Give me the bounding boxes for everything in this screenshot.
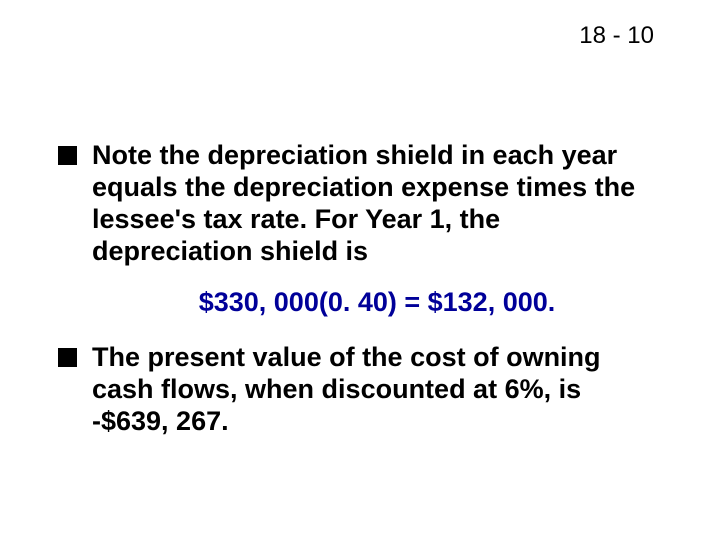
square-bullet-icon — [58, 348, 77, 367]
bullet-value: -$639, 267 — [92, 406, 221, 436]
square-bullet-icon — [58, 146, 77, 165]
bullet-item: The present value of the cost of owning … — [58, 342, 662, 438]
page-number: 18 - 10 — [579, 22, 654, 50]
equation-line: $330, 000(0. 40) = $132, 000. — [58, 287, 662, 318]
bullet-text-after: . — [221, 406, 229, 436]
slide-content: Note the depreciation shield in each yea… — [58, 140, 662, 456]
slide: 18 - 10 Note the depreciation shield in … — [0, 0, 720, 540]
bullet-item: Note the depreciation shield in each yea… — [58, 140, 662, 267]
bullet-text-before: The present value of the cost of owning … — [92, 342, 601, 404]
bullet-text: Note the depreciation shield in each yea… — [92, 140, 635, 266]
